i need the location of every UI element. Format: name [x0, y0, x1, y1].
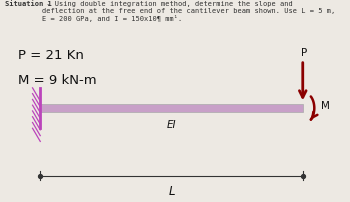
- Text: Situation 1: Situation 1: [5, 1, 52, 7]
- Text: P: P: [301, 48, 308, 58]
- Text: M: M: [321, 101, 329, 111]
- Text: M = 9 kN-m: M = 9 kN-m: [18, 74, 96, 87]
- Text: L: L: [168, 185, 175, 198]
- Text: P = 21 Kn: P = 21 Kn: [18, 49, 83, 62]
- Text: EI: EI: [167, 120, 176, 130]
- Bar: [33, 88, 40, 128]
- Text: - Using double integration method, determine the slope and
deflection at the fre: - Using double integration method, deter…: [42, 1, 335, 22]
- Bar: [40, 104, 303, 112]
